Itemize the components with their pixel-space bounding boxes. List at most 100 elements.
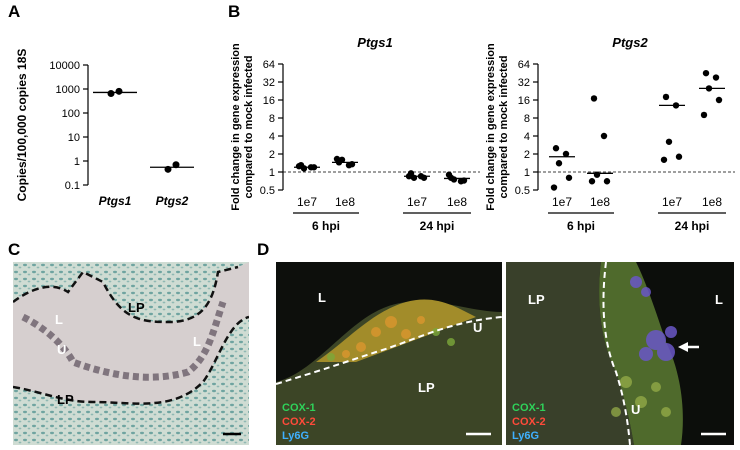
y-tick-label: 1 xyxy=(524,167,530,179)
data-point xyxy=(562,150,570,158)
y-tick-label: 8 xyxy=(524,113,530,125)
data-point xyxy=(603,178,611,185)
data-point xyxy=(552,145,560,152)
x-category-label: 1e8 xyxy=(447,195,467,209)
data-point xyxy=(445,171,453,178)
group-label: 6 hpi xyxy=(567,219,595,233)
y-axis-label-line: Fold change in gene expression xyxy=(485,43,497,211)
y-tick-label: 100 xyxy=(62,108,80,120)
data-point xyxy=(590,95,598,102)
y-tick-label: 32 xyxy=(263,77,275,89)
micrograph-d-left-label-lp: LP xyxy=(418,380,435,395)
micrograph-d-left-legend-ly6g: Ly6G xyxy=(282,430,310,442)
micrograph-d-left-label-u: U xyxy=(473,320,483,335)
x-category-label: Ptgs1 xyxy=(99,194,132,208)
data-point xyxy=(555,160,563,167)
y-tick-label: 16 xyxy=(263,95,275,107)
data-point xyxy=(700,111,708,119)
micrograph-d-right-legend-cox1: COX-1 xyxy=(512,402,546,414)
x-category-label: 1e7 xyxy=(662,195,682,209)
y-tick-label: 10000 xyxy=(49,60,80,72)
micrograph-c-label-l-right: L xyxy=(193,334,201,349)
panel-letter-d: D xyxy=(257,240,270,259)
chart-panel-b-ptgs1: Ptgs1 64 32 16 8 4 2 1 0.5 Fold change in gene ex… xyxy=(230,35,480,233)
panel-letter-b: B xyxy=(228,2,241,21)
y-axis-label-line: compared to mock infected xyxy=(243,55,255,198)
micrograph-d-right-legend-cox2: COX-2 xyxy=(512,416,546,428)
x-category-label: 1e7 xyxy=(407,195,427,209)
micrograph-d-right: LP L U COX-1 COX-2 Ly6G xyxy=(506,262,734,445)
y-tick-label: 4 xyxy=(269,131,275,143)
micrograph-d-left: L U LP COX-1 COX-2 Ly6G xyxy=(276,262,502,445)
data-point xyxy=(295,163,303,170)
y-tick-label: 8 xyxy=(269,113,275,125)
micrograph-c: LP L U L LP xyxy=(13,262,249,445)
group-label: 6 hpi xyxy=(312,219,340,233)
group-label: 24 hpi xyxy=(420,219,455,233)
chart-panel-a: 10000 1000 100 10 1 0.1 Copies/100,000 copies … xyxy=(15,49,194,208)
micrograph-c-label-u: U xyxy=(57,342,67,357)
y-tick-label: 0.5 xyxy=(260,185,275,197)
y-tick-label: 0.5 xyxy=(515,185,530,197)
data-point xyxy=(588,178,596,185)
data-point xyxy=(600,132,608,140)
y-tick-label: 64 xyxy=(518,59,530,71)
micrograph-c-tissue xyxy=(13,262,249,445)
data-point xyxy=(662,93,670,101)
micrograph-d-right-tissue xyxy=(506,262,726,445)
x-category-label: 1e8 xyxy=(702,195,722,209)
y-tick-label: 1000 xyxy=(56,84,80,96)
chart-panel-b-ptgs2: Ptgs2 64 32 16 8 4 2 1 0.5 Fold change in gene ex… xyxy=(485,35,735,233)
micrograph-d-right-label-l: L xyxy=(715,292,723,307)
chart-title: Ptgs1 xyxy=(357,35,392,50)
x-category-label: Ptgs2 xyxy=(156,194,189,208)
data-point xyxy=(712,74,720,81)
y-tick-label: 10 xyxy=(68,132,80,144)
micrograph-d-left-label-l: L xyxy=(318,290,326,305)
data-point xyxy=(115,87,123,95)
y-tick-label: 32 xyxy=(518,77,530,89)
micrograph-d-left-tissue xyxy=(276,299,502,445)
micrograph-d-right-label-lp: LP xyxy=(528,292,545,307)
data-point xyxy=(660,156,668,163)
data-point xyxy=(565,174,573,181)
data-point xyxy=(715,96,723,104)
x-category-label: 1e8 xyxy=(590,195,610,209)
panel-letter-c: C xyxy=(8,240,21,259)
y-tick-label: 1 xyxy=(74,156,80,168)
data-point xyxy=(107,89,115,97)
data-point xyxy=(702,69,710,77)
data-point xyxy=(550,184,558,191)
micrograph-d-right-legend-ly6g: Ly6G xyxy=(512,430,540,442)
data-point xyxy=(665,138,673,145)
group-label: 24 hpi xyxy=(675,219,710,233)
micrograph-d-left-legend-cox2: COX-2 xyxy=(282,416,316,428)
y-axis-label-line: Fold change in gene expression xyxy=(230,43,242,211)
data-point xyxy=(675,153,683,160)
y-tick-label: 2 xyxy=(269,149,275,161)
x-category-label: 1e7 xyxy=(297,195,317,209)
y-tick-label: 1 xyxy=(269,167,275,179)
data-point xyxy=(172,161,180,169)
micrograph-c-label-l-left: L xyxy=(55,312,63,327)
data-point xyxy=(420,174,428,181)
data-point xyxy=(333,155,341,163)
micrograph-c-label-lp-top: LP xyxy=(128,300,145,315)
micrograph-d-right-label-u: U xyxy=(631,402,641,417)
panel-letter-a: A xyxy=(8,2,21,21)
y-tick-label: 4 xyxy=(524,131,530,143)
data-point xyxy=(450,176,458,183)
micrograph-c-label-lp-bottom: LP xyxy=(57,392,74,407)
y-axis-label-line: compared to mock infected xyxy=(498,55,510,198)
x-category-label: 1e8 xyxy=(335,195,355,209)
y-tick-label: 64 xyxy=(263,59,275,71)
y-tick-label: 0.1 xyxy=(65,180,80,192)
x-category-label: 1e7 xyxy=(552,195,572,209)
data-point xyxy=(593,171,601,178)
chart-title: Ptgs2 xyxy=(612,35,648,50)
micrograph-d-left-legend-cox1: COX-1 xyxy=(282,402,316,414)
y-axis-label: Copies/100,000 copies 18S xyxy=(15,49,29,202)
data-point xyxy=(338,156,346,163)
y-tick-label: 16 xyxy=(518,95,530,107)
y-tick-label: 2 xyxy=(524,149,530,161)
